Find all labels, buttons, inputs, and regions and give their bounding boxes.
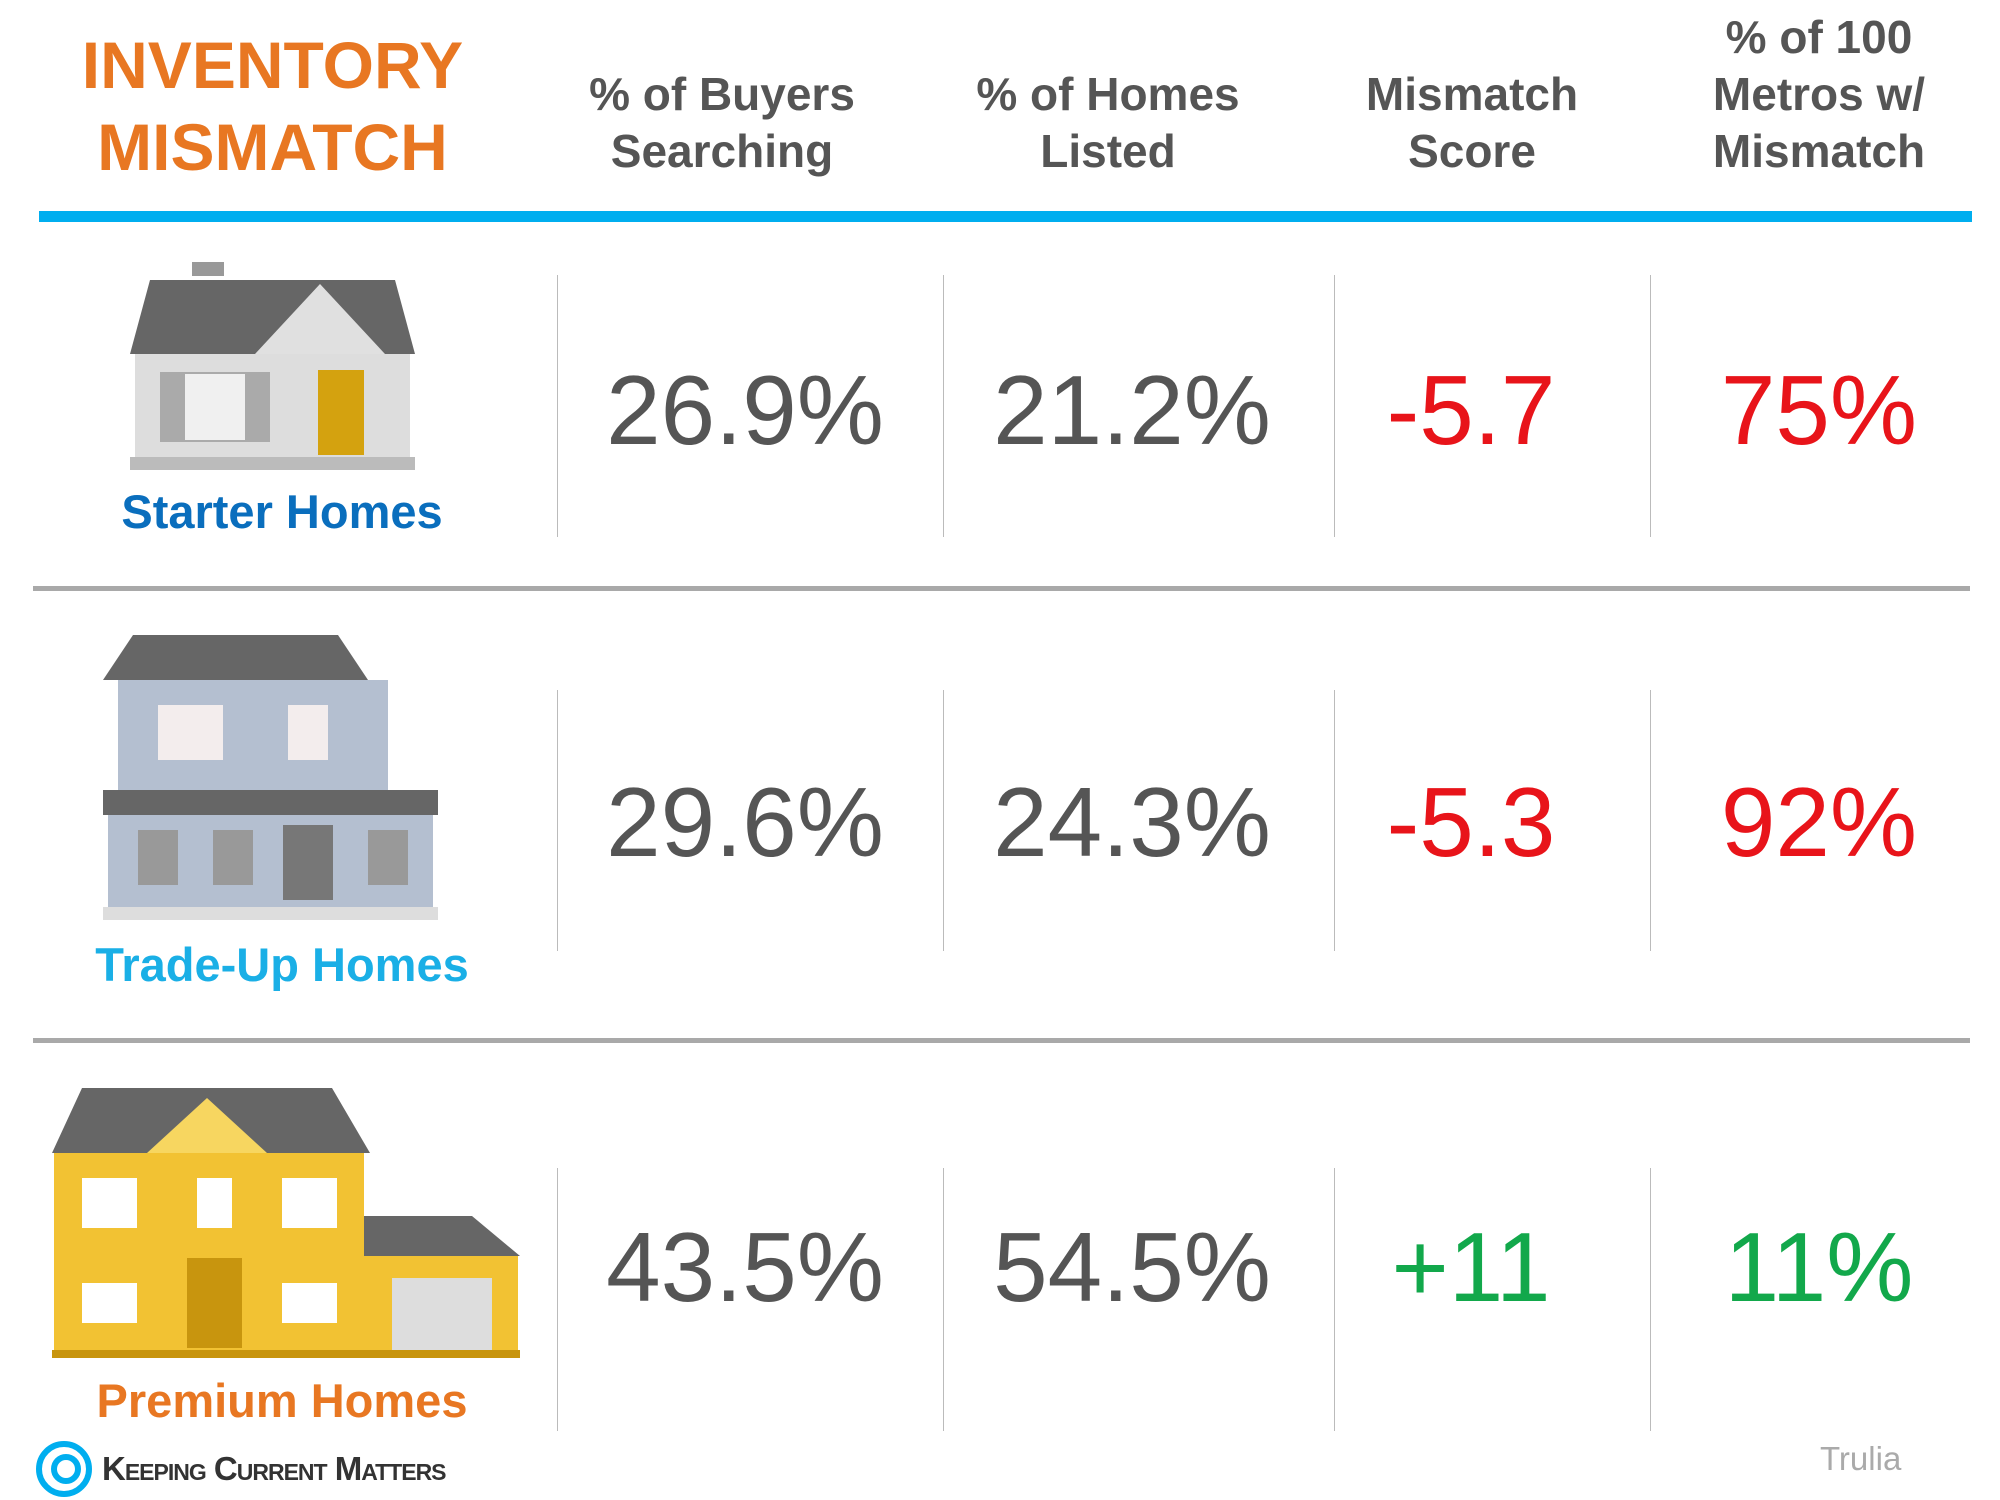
- row-label: Starter Homes: [121, 485, 443, 538]
- cell-buyers: 26.9%: [606, 355, 884, 465]
- spiral-logo-icon: [36, 1441, 92, 1497]
- column-separator: [1650, 275, 1651, 537]
- cell-score: -5.7: [1386, 355, 1556, 465]
- cell-listed: 54.5%: [993, 1212, 1271, 1322]
- cell-metros: 11%: [1724, 1212, 1914, 1322]
- row-label: Premium Homes: [96, 1374, 468, 1427]
- header-divider: [39, 211, 1972, 222]
- cell-listed: 24.3%: [993, 767, 1271, 877]
- row-divider: [33, 586, 1970, 591]
- column-header-score: Mismatch Score: [1365, 68, 1579, 177]
- row-label: Trade-Up Homes: [95, 938, 469, 991]
- column-separator: [943, 690, 944, 951]
- cell-buyers: 29.6%: [606, 767, 884, 877]
- trade-up-house-icon: [103, 635, 438, 920]
- column-header-buyers: % of Buyers Searching: [589, 68, 855, 177]
- column-separator: [943, 1168, 944, 1431]
- column-header-listed: % of Homes Listed: [976, 68, 1240, 177]
- column-separator: [1650, 1168, 1651, 1431]
- row-divider: [33, 1038, 1970, 1043]
- column-separator: [1334, 275, 1335, 537]
- column-separator: [1650, 690, 1651, 951]
- premium-house-icon: [52, 1088, 520, 1358]
- brand-logo: Keeping Current Matters: [36, 1441, 447, 1497]
- column-separator: [1334, 1168, 1335, 1431]
- cell-score: +11: [1391, 1212, 1551, 1322]
- column-separator: [1334, 690, 1335, 951]
- column-header-metros: % of 100 Metros w/Mismatch: [1712, 11, 1926, 177]
- cell-buyers: 43.5%: [606, 1212, 884, 1322]
- cell-metros: 92%: [1720, 767, 1918, 877]
- starter-house-icon: [130, 262, 415, 470]
- cell-score: -5.3: [1386, 767, 1556, 877]
- cell-listed: 21.2%: [993, 355, 1271, 465]
- column-separator: [557, 1168, 558, 1431]
- column-separator: [557, 275, 558, 537]
- source-label: Trulia: [1820, 1440, 1902, 1477]
- page-title: INVENTORY MISMATCH: [81, 28, 464, 184]
- column-separator: [557, 690, 558, 951]
- cell-metros: 75%: [1720, 355, 1918, 465]
- column-separator: [943, 275, 944, 537]
